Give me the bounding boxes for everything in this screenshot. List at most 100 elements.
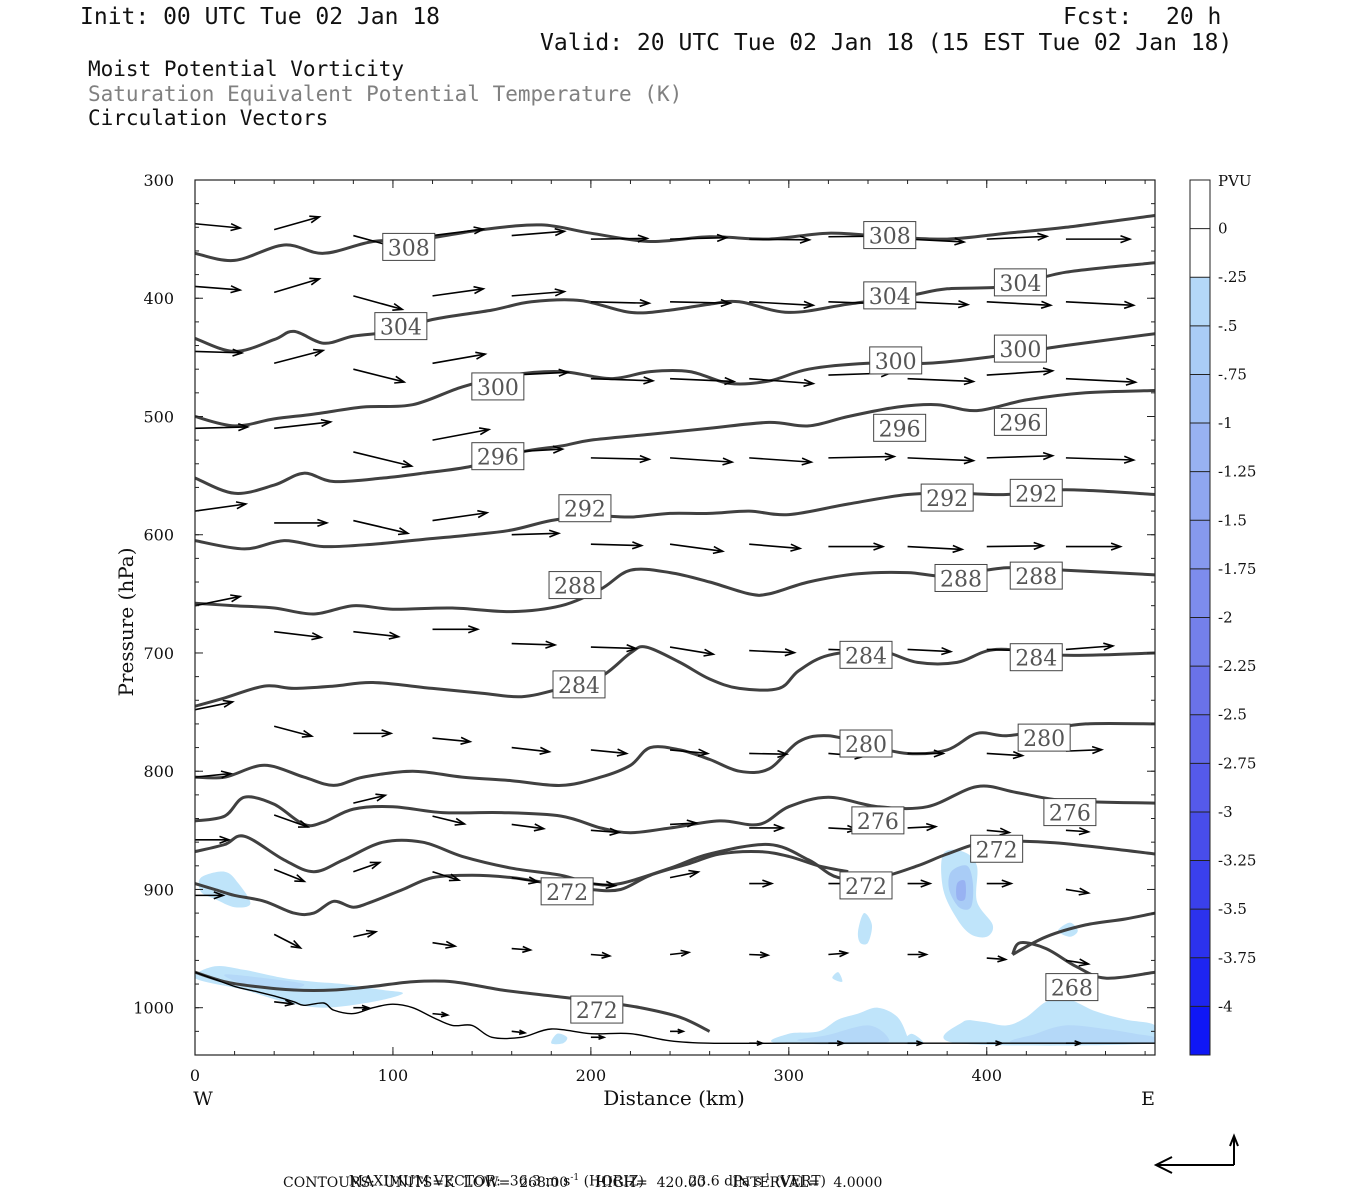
x-tick-label-1: 100: [378, 1066, 409, 1085]
pv-region-5: [956, 879, 966, 902]
vector-15: [432, 285, 486, 297]
contour-label-4: 304: [993, 268, 1047, 297]
vector-118: [986, 955, 1008, 963]
forecast-label: Fcst:: [1063, 4, 1133, 30]
vector-27: [432, 351, 488, 365]
svg-text:284: 284: [845, 644, 887, 669]
vector-125: [670, 1028, 686, 1035]
vector-41: [590, 454, 652, 464]
vector-46: [986, 451, 1055, 461]
colorbar-label-0: 0: [1218, 220, 1228, 238]
y-tick-label-6: 900: [143, 880, 174, 899]
contour-268-11: [195, 970, 711, 1033]
colorbar-cell-1: [1190, 228, 1210, 278]
svg-text:280: 280: [1023, 727, 1065, 752]
contour-label-18: 284: [839, 640, 893, 669]
field-title-mpv: Moist Potential Vorticity: [88, 57, 405, 81]
contour-label-2: 304: [374, 312, 428, 341]
contour-300-2: [195, 332, 1155, 428]
vector-113: [590, 951, 613, 959]
vector-108: [195, 891, 226, 900]
vector-76: [511, 746, 552, 755]
colorbar-label-10: -2.5: [1218, 706, 1247, 724]
vector-121: [353, 1004, 371, 1011]
contour-label-1: 308: [863, 221, 917, 250]
vector-130: [1065, 1040, 1084, 1047]
vector-10: [986, 232, 1050, 241]
colorbar-label-5: -1.25: [1218, 463, 1256, 481]
vector-55: [749, 543, 803, 552]
contour-272-10: [195, 850, 849, 917]
vector-45: [907, 456, 976, 465]
vector-98: [353, 861, 382, 873]
vector-114: [669, 949, 692, 957]
vector-11: [1065, 234, 1133, 244]
vector-26: [353, 368, 407, 384]
contour-label-26: 272: [970, 834, 1024, 863]
vector-72: [195, 699, 235, 711]
colorbar-label-15: -3.75: [1218, 949, 1256, 967]
vector-3: [432, 226, 486, 237]
y-tick-label-4: 700: [143, 644, 174, 663]
y-tick-label-0: 300: [143, 171, 174, 190]
colorbar-label-14: -3.5: [1218, 900, 1247, 918]
colorbar-cell-6: [1190, 471, 1210, 521]
vector-42: [669, 457, 735, 466]
colorbar-cell-8: [1190, 568, 1210, 618]
contour-304-1: [195, 261, 1155, 354]
vector-56: [828, 542, 886, 551]
vector-17: [590, 298, 652, 308]
svg-text:272: 272: [576, 999, 618, 1024]
forecast-hour: 20 h: [1166, 4, 1222, 30]
vector-74: [353, 729, 394, 738]
field-title-vectors: Circulation Vectors: [88, 106, 329, 130]
pv-colorbar: 0 -.25 -.5 -.75 -1 -1.25 -1.5 -1.75 -2 -2.25 -2.5 -…: [1189, 179, 1256, 1056]
east-label: E: [1141, 1088, 1155, 1110]
vector-36: [195, 422, 251, 432]
contour-284-6: [195, 645, 1155, 708]
vector-25: [273, 348, 326, 365]
valid-time: Valid: 20 UTC Tue 02 Jan 18 (15 EST Tue …: [540, 30, 1233, 56]
vector-94: [986, 827, 1012, 836]
pv-region-1: [198, 871, 251, 908]
contour-label-15: 288: [934, 563, 988, 592]
colorbar-label-12: -3: [1218, 803, 1233, 821]
svg-text:284: 284: [558, 674, 600, 699]
vector-105: [907, 879, 933, 888]
vector-127: [828, 1040, 846, 1047]
vector-99: [432, 870, 462, 882]
pv-region-6: [857, 913, 873, 945]
colorbar-cell-11: [1190, 714, 1210, 764]
vector-0: [195, 222, 243, 232]
svg-text:304: 304: [869, 285, 911, 310]
vector-112: [511, 945, 533, 954]
svg-text:280: 280: [845, 733, 887, 758]
contour-label-16: 288: [1009, 561, 1063, 590]
x-tick-label-3: 300: [774, 1066, 805, 1085]
vector-5: [590, 234, 650, 243]
vector-126: [749, 1040, 765, 1046]
colorbar-label-4: -1: [1218, 414, 1233, 432]
init-time: Init: 00 UTC Tue 02 Jan 18: [80, 4, 441, 30]
vector-95: [1065, 826, 1091, 836]
vector-103: [749, 879, 775, 888]
vector-52: [511, 529, 562, 538]
y-tick-label-3: 600: [143, 526, 174, 545]
vector-1: [273, 215, 322, 231]
vector-29: [590, 376, 656, 385]
svg-text:292: 292: [1015, 482, 1057, 507]
colorbar-label-6: -1.5: [1218, 511, 1247, 529]
contour-label-17: 284: [552, 670, 606, 699]
vector-50: [353, 519, 411, 536]
vector-51: [432, 509, 490, 522]
contour-label-0: 308: [382, 232, 436, 261]
vert-tag: (VERT): [775, 1173, 826, 1190]
colorbar-label-16: -4: [1218, 997, 1233, 1015]
vector-35: [1065, 377, 1138, 386]
colorbar-cell-9: [1190, 617, 1210, 667]
contour-label-11: 292: [558, 494, 612, 523]
vector-93: [907, 822, 939, 832]
contour-label-20: 280: [839, 729, 893, 758]
vector-111: [432, 940, 458, 949]
svg-text:272: 272: [845, 875, 887, 900]
